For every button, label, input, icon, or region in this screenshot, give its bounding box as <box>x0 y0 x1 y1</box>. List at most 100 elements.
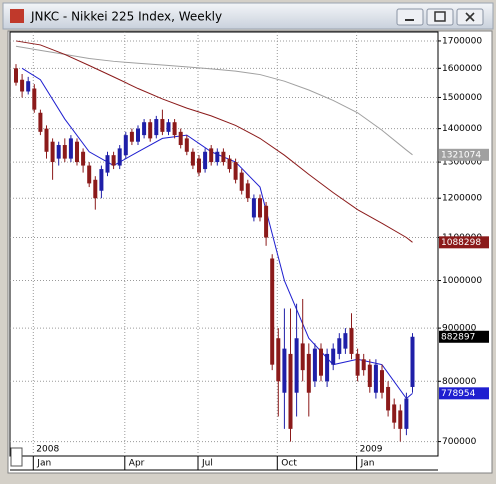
candle-body <box>355 353 360 376</box>
y-tick-label: 1600000 <box>442 64 482 74</box>
y-tick-label: 900000 <box>442 324 477 334</box>
year-label: 2009 <box>360 445 383 455</box>
minimize-button[interactable] <box>396 8 424 26</box>
y-tick-label: 700000 <box>442 437 477 447</box>
candle-body <box>111 155 116 166</box>
candle-body <box>245 183 250 199</box>
candle-body <box>239 172 244 191</box>
y-tick-label: 1400000 <box>442 124 482 134</box>
candle-body <box>215 151 220 163</box>
candle-body <box>50 141 55 163</box>
candle-body <box>184 138 189 152</box>
candle-body <box>20 79 25 92</box>
candle-body <box>203 151 208 170</box>
candle-body <box>331 348 336 365</box>
candle-body <box>319 348 323 376</box>
candle-body <box>105 155 110 173</box>
plot-frame <box>9 31 439 457</box>
price-tag-label: 1321074 <box>441 150 481 160</box>
candle-body <box>62 145 67 159</box>
candle-body <box>75 141 79 163</box>
candle-body <box>325 353 330 382</box>
candle-body <box>392 404 397 423</box>
candle-body <box>87 165 92 184</box>
window-buttons[interactable] <box>396 8 484 26</box>
candle-body <box>197 158 201 173</box>
candle-body <box>398 410 403 429</box>
candle-body <box>14 68 18 83</box>
candle-body <box>270 258 275 365</box>
price-tag <box>439 387 489 400</box>
candle-body <box>258 198 262 218</box>
candle-body <box>361 359 366 371</box>
y-tick-label: 1300000 <box>442 158 482 168</box>
candle-body <box>26 81 31 92</box>
candle-body <box>166 122 171 132</box>
price-tag-label: 882897 <box>441 332 475 342</box>
candle-body <box>129 131 134 142</box>
candle-body <box>209 148 214 163</box>
plot: 7000008000009000001000000110000012000001… <box>10 32 489 470</box>
candle-body <box>221 151 226 163</box>
candle-body <box>300 343 305 371</box>
x-tick-label: Jul <box>201 459 213 469</box>
candle-body <box>99 169 104 191</box>
x-tick-label: Jan <box>36 459 51 469</box>
candle-body <box>154 119 159 136</box>
candle-body <box>343 333 348 349</box>
candle-body <box>117 148 122 166</box>
chart-area <box>7 30 493 474</box>
x-tick-label: Apr <box>129 459 145 469</box>
y-tick-label: 1000000 <box>442 276 482 286</box>
candle-body <box>136 128 140 142</box>
x-tick-label: Jan <box>360 459 375 469</box>
maximize-icon <box>434 11 446 22</box>
candle-body <box>367 364 372 387</box>
candle-body <box>38 112 43 132</box>
candle-body <box>123 135 128 156</box>
y-tick-label: 1500000 <box>442 93 482 103</box>
candle-body <box>349 328 354 354</box>
candle-body <box>264 205 269 238</box>
candle-body <box>148 122 153 139</box>
candle-body <box>44 128 49 152</box>
close-icon <box>465 12 475 22</box>
candle-body <box>160 119 165 132</box>
scroll-widget[interactable] <box>10 447 23 467</box>
y-tick-label: 1700000 <box>442 36 482 46</box>
y-tick-label: 800000 <box>442 377 477 387</box>
y-tick-label: 1200000 <box>442 194 482 204</box>
candle-body <box>276 338 281 382</box>
candle-body <box>233 162 238 180</box>
candle-body <box>32 88 37 110</box>
app-icon <box>10 9 24 23</box>
candle-body <box>178 131 183 146</box>
candle-body <box>404 398 409 429</box>
candle-body <box>410 336 415 387</box>
minimize-icon <box>405 19 414 21</box>
candle-body <box>337 338 342 354</box>
candle-body <box>172 122 177 136</box>
candle-body <box>386 386 391 411</box>
moving-average-line <box>15 40 413 243</box>
candle-body <box>93 179 98 199</box>
year-label: 2008 <box>36 445 59 455</box>
candle-body <box>380 370 384 393</box>
candle-body <box>81 151 86 166</box>
candle-body <box>68 138 73 159</box>
price-tag-label: 1088298 <box>441 238 481 248</box>
maximize-button[interactable] <box>426 8 454 26</box>
candle-body <box>251 198 256 218</box>
price-tag <box>439 330 489 343</box>
candle-body <box>312 348 317 382</box>
price-tag <box>439 236 489 249</box>
candle-body <box>288 353 293 429</box>
candle-body <box>373 364 378 393</box>
price-tag-label: 778954 <box>441 389 476 399</box>
candle-body <box>282 348 287 393</box>
price-tag <box>439 148 489 161</box>
window-title: JNKC - Nikkei 225 Index, Weekly <box>30 10 222 24</box>
x-tick-label: Oct <box>281 459 297 469</box>
